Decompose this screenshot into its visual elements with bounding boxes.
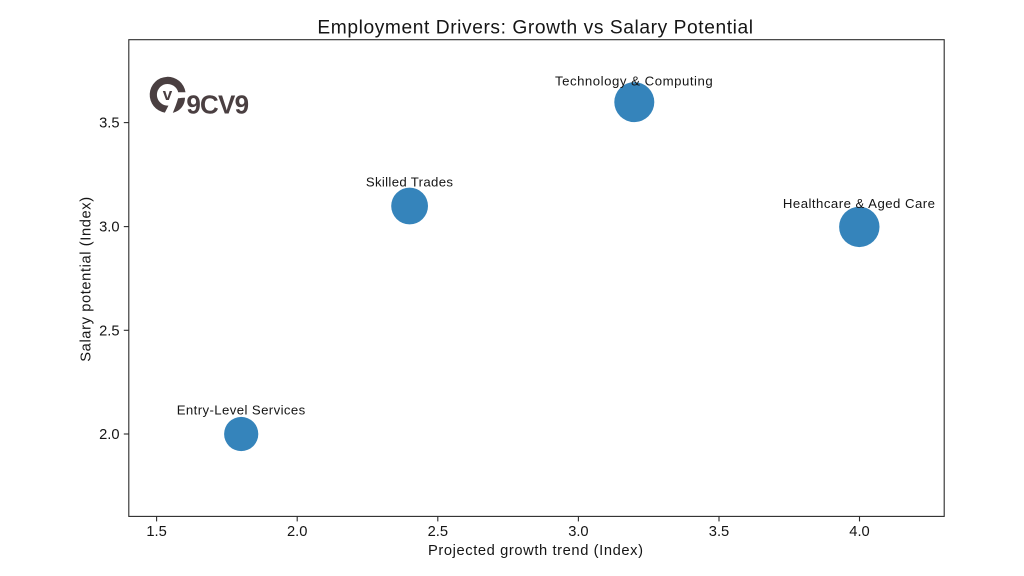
svg-text:Salary potential (Index): Salary potential (Index) [79, 196, 95, 361]
svg-text:3.5: 3.5 [99, 116, 119, 132]
svg-text:3.0: 3.0 [99, 220, 119, 236]
svg-text:Skilled Trades: Skilled Trades [366, 175, 454, 190]
svg-text:2.5: 2.5 [99, 323, 119, 339]
svg-text:Entry-Level Services: Entry-Level Services [177, 403, 306, 418]
svg-text:Projected growth trend (Index): Projected growth trend (Index) [428, 543, 644, 559]
svg-text:Healthcare & Aged Care: Healthcare & Aged Care [783, 196, 936, 211]
svg-text:2.5: 2.5 [428, 524, 448, 540]
svg-text:2.0: 2.0 [99, 427, 119, 443]
svg-text:Technology & Computing: Technology & Computing [555, 73, 713, 88]
svg-text:Employment Drivers: Growth vs: Employment Drivers: Growth vs Salary Pot… [317, 17, 753, 38]
svg-text:9CV9: 9CV9 [186, 89, 248, 119]
svg-text:3.5: 3.5 [709, 524, 729, 540]
svg-text:2.0: 2.0 [287, 524, 307, 540]
svg-text:3.0: 3.0 [568, 524, 588, 540]
svg-text:1.5: 1.5 [146, 524, 166, 540]
svg-text:4.0: 4.0 [849, 524, 869, 540]
svg-text:v: v [163, 85, 173, 104]
